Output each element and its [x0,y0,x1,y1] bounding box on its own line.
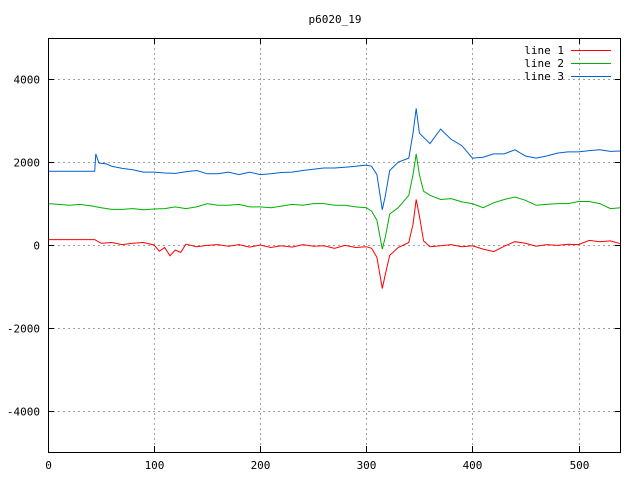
x-tick-label: 100 [145,459,165,472]
axis-ticks: 0 100 200 300 400 500 -4000 -2000 0 2000 4000 [7,38,621,472]
x-tick-label: 500 [570,459,590,472]
series-line-1 [48,199,622,289]
x-tick-label: 300 [357,459,377,472]
y-tick-label: -4000 [7,406,40,419]
y-tick-label: 4000 [14,74,41,87]
series-group [47,108,622,289]
legend-label: line 3 [524,70,564,83]
x-tick-label: 200 [251,459,271,472]
x-tick-label: 0 [45,459,52,472]
legend-label: line 2 [524,57,564,70]
series-line-2 [47,153,622,250]
grid [48,38,621,452]
y-tick-label: 2000 [14,157,41,170]
chart-title: p6020_19 [309,13,362,26]
series-line-3 [48,108,622,210]
legend-label: line 1 [524,44,564,57]
x-tick-label: 400 [463,459,483,472]
y-tick-label: 0 [33,240,40,253]
y-tick-label: -2000 [7,323,40,336]
